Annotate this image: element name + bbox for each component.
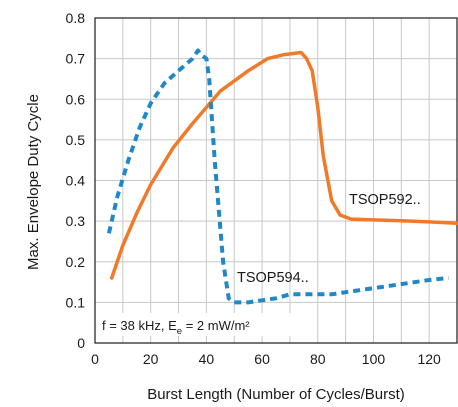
y-tick-label: 0 — [77, 335, 85, 351]
test-condition: f = 38 kHz, Ee = 2 mW/m² — [102, 318, 250, 337]
series-line-tsop594 — [106, 48, 449, 305]
x-tick-label: 60 — [254, 351, 270, 367]
test-condition-main: f = 38 kHz, E — [102, 318, 177, 333]
y-tick-label: 0.7 — [66, 51, 86, 67]
series-line-tsop592 — [109, 50, 458, 280]
grid-lines — [95, 18, 457, 343]
x-axis-label: Burst Length (Number of Cycles/Burst) — [147, 386, 405, 403]
test-condition-subscript: e — [177, 326, 182, 337]
y-axis-label: Max. Envelope Duty Cycle — [25, 94, 42, 270]
y-tick-label: 0.5 — [66, 132, 86, 148]
y-tick-label: 0.3 — [66, 213, 86, 229]
x-tick-label: 0 — [91, 351, 99, 367]
test-condition-tail: = 2 mW/m² — [182, 318, 250, 333]
y-tick-label: 0.4 — [66, 173, 86, 189]
y-tick-label: 0.2 — [66, 254, 86, 270]
axis-ticks: 0 20 40 60 80 100 120 0 0.1 0.2 0.3 0.4 0.5 0.6 0.7 0.8 — [66, 10, 442, 367]
y-tick-label: 0.6 — [66, 91, 86, 107]
x-tick-label: 40 — [199, 351, 215, 367]
condition-box — [98, 313, 294, 336]
series-layer — [106, 48, 458, 305]
plot-frame — [94, 17, 458, 344]
x-tick-label: 20 — [143, 351, 159, 367]
y-tick-label: 0.8 — [66, 10, 86, 26]
series-label-tsop592: TSOP592.. — [349, 192, 421, 208]
x-tick-label: 120 — [417, 351, 441, 367]
series-label-tsop594: TSOP594.. — [237, 270, 309, 286]
x-tick-label: 80 — [310, 351, 326, 367]
y-tick-label: 0.1 — [66, 294, 86, 310]
x-tick-label: 100 — [362, 351, 386, 367]
